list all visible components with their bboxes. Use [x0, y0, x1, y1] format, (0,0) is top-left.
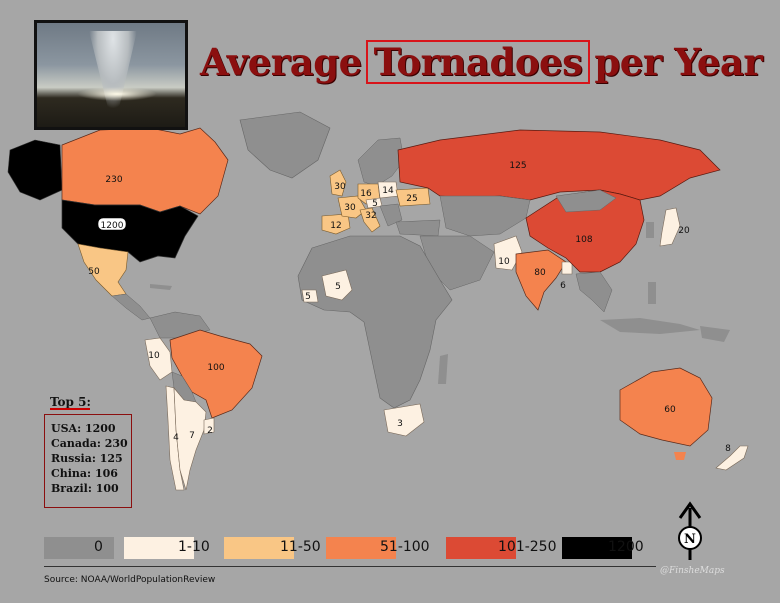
uruguay	[203, 417, 215, 435]
legend-swatch-3	[326, 537, 396, 559]
label-guinea: 5	[305, 292, 311, 302]
title-boxed: Tornadoes	[365, 40, 591, 84]
legend-swatch-5	[562, 537, 632, 559]
africa	[297, 235, 453, 409]
legend-label-2: 11-50	[280, 539, 321, 555]
png	[700, 326, 730, 342]
balkans	[379, 203, 403, 227]
label-france: 30	[344, 203, 356, 213]
greenland	[239, 111, 331, 179]
compass-letter: N	[684, 532, 696, 547]
tornado-photo	[34, 20, 188, 130]
tasmania	[674, 452, 686, 460]
argentina	[173, 387, 207, 491]
legend-swatch-2	[224, 537, 294, 559]
top5-item: Brazil: 100	[51, 482, 119, 495]
label-canada: 230	[105, 175, 122, 185]
title-before: Average	[200, 40, 362, 84]
legend-label-4: 101-250	[498, 539, 557, 555]
label-poland: 14	[382, 186, 394, 196]
label-india: 80	[534, 268, 546, 278]
label-italy: 32	[365, 211, 376, 221]
scandinavia	[357, 137, 405, 187]
label-china: 108	[575, 235, 592, 245]
top5-item: China: 106	[51, 467, 118, 480]
label-bangladesh: 6	[560, 281, 566, 291]
source-text: Source: NOAA/WorldPopulationReview	[44, 575, 216, 585]
label-argentina: 7	[189, 431, 195, 441]
top5-box: USA: 1200 Canada: 230 Russia: 125 China:…	[44, 414, 132, 508]
mali	[321, 269, 353, 301]
label-new-zealand: 8	[725, 444, 731, 454]
label-ukraine: 25	[406, 194, 417, 204]
label-czechia: 5	[372, 199, 378, 209]
indonesia	[600, 318, 700, 334]
legend-swatch-0	[44, 537, 114, 559]
legend-label-5: 1200	[608, 539, 644, 555]
legend-swatch-1	[124, 537, 194, 559]
label-mexico: 50	[88, 267, 100, 277]
turkey	[395, 219, 441, 237]
legend-swatch-4	[446, 537, 516, 559]
uk	[329, 169, 347, 197]
label-pakistan: 10	[498, 257, 510, 267]
southeast-asia	[575, 271, 613, 313]
title-after: per Year	[594, 40, 763, 84]
australia	[619, 367, 713, 447]
ukraine	[395, 187, 431, 207]
mexico	[77, 243, 129, 297]
russia	[397, 129, 721, 201]
china	[525, 189, 645, 273]
top5-underline	[50, 408, 90, 410]
label-chile: 4	[173, 433, 179, 443]
label-germany: 16	[360, 189, 372, 199]
label-spain: 12	[330, 221, 341, 231]
footer-divider	[44, 566, 656, 567]
legend-label-3: 51-100	[380, 539, 430, 555]
bangladesh	[561, 261, 573, 275]
label-brazil: 100	[207, 363, 224, 373]
central-america	[111, 293, 151, 321]
japan	[659, 207, 681, 247]
label-mali: 5	[335, 282, 341, 292]
france	[337, 195, 367, 219]
south-africa	[383, 403, 425, 437]
label-uk: 30	[334, 182, 346, 192]
india	[515, 249, 567, 311]
compass-icon: N	[678, 501, 702, 560]
top5-item: Russia: 125	[51, 452, 123, 465]
madagascar	[438, 354, 448, 384]
top5-item: Canada: 230	[51, 437, 128, 450]
credit-text: @FinsheMaps	[660, 566, 725, 576]
label-usa: 1200	[101, 221, 124, 231]
legend: 0 1-10 11-50 51-100 101-250 1200	[0, 537, 780, 561]
caribbean	[150, 284, 172, 290]
label-uruguay: 2	[207, 426, 213, 436]
label-south-africa: 3	[397, 419, 403, 429]
new-zealand	[715, 445, 749, 471]
label-australia: 60	[664, 405, 676, 415]
guinea	[301, 289, 319, 303]
top5-item: USA: 1200	[51, 422, 116, 435]
label-japan: 20	[678, 226, 690, 236]
philippines	[648, 282, 656, 304]
korea	[646, 222, 654, 238]
central-asia	[439, 195, 531, 237]
mongolia	[555, 189, 617, 213]
top5-heading: Top 5:	[50, 395, 91, 409]
page-title: Average Tornadoes per Year	[200, 40, 763, 84]
alaska	[7, 139, 63, 201]
horizon-glow	[77, 87, 157, 101]
legend-label-1: 1-10	[178, 539, 210, 555]
legend-label-0: 0	[94, 539, 103, 555]
label-peru: 10	[148, 351, 160, 361]
label-russia: 125	[509, 161, 526, 171]
canada	[61, 127, 229, 215]
italy	[359, 207, 381, 233]
